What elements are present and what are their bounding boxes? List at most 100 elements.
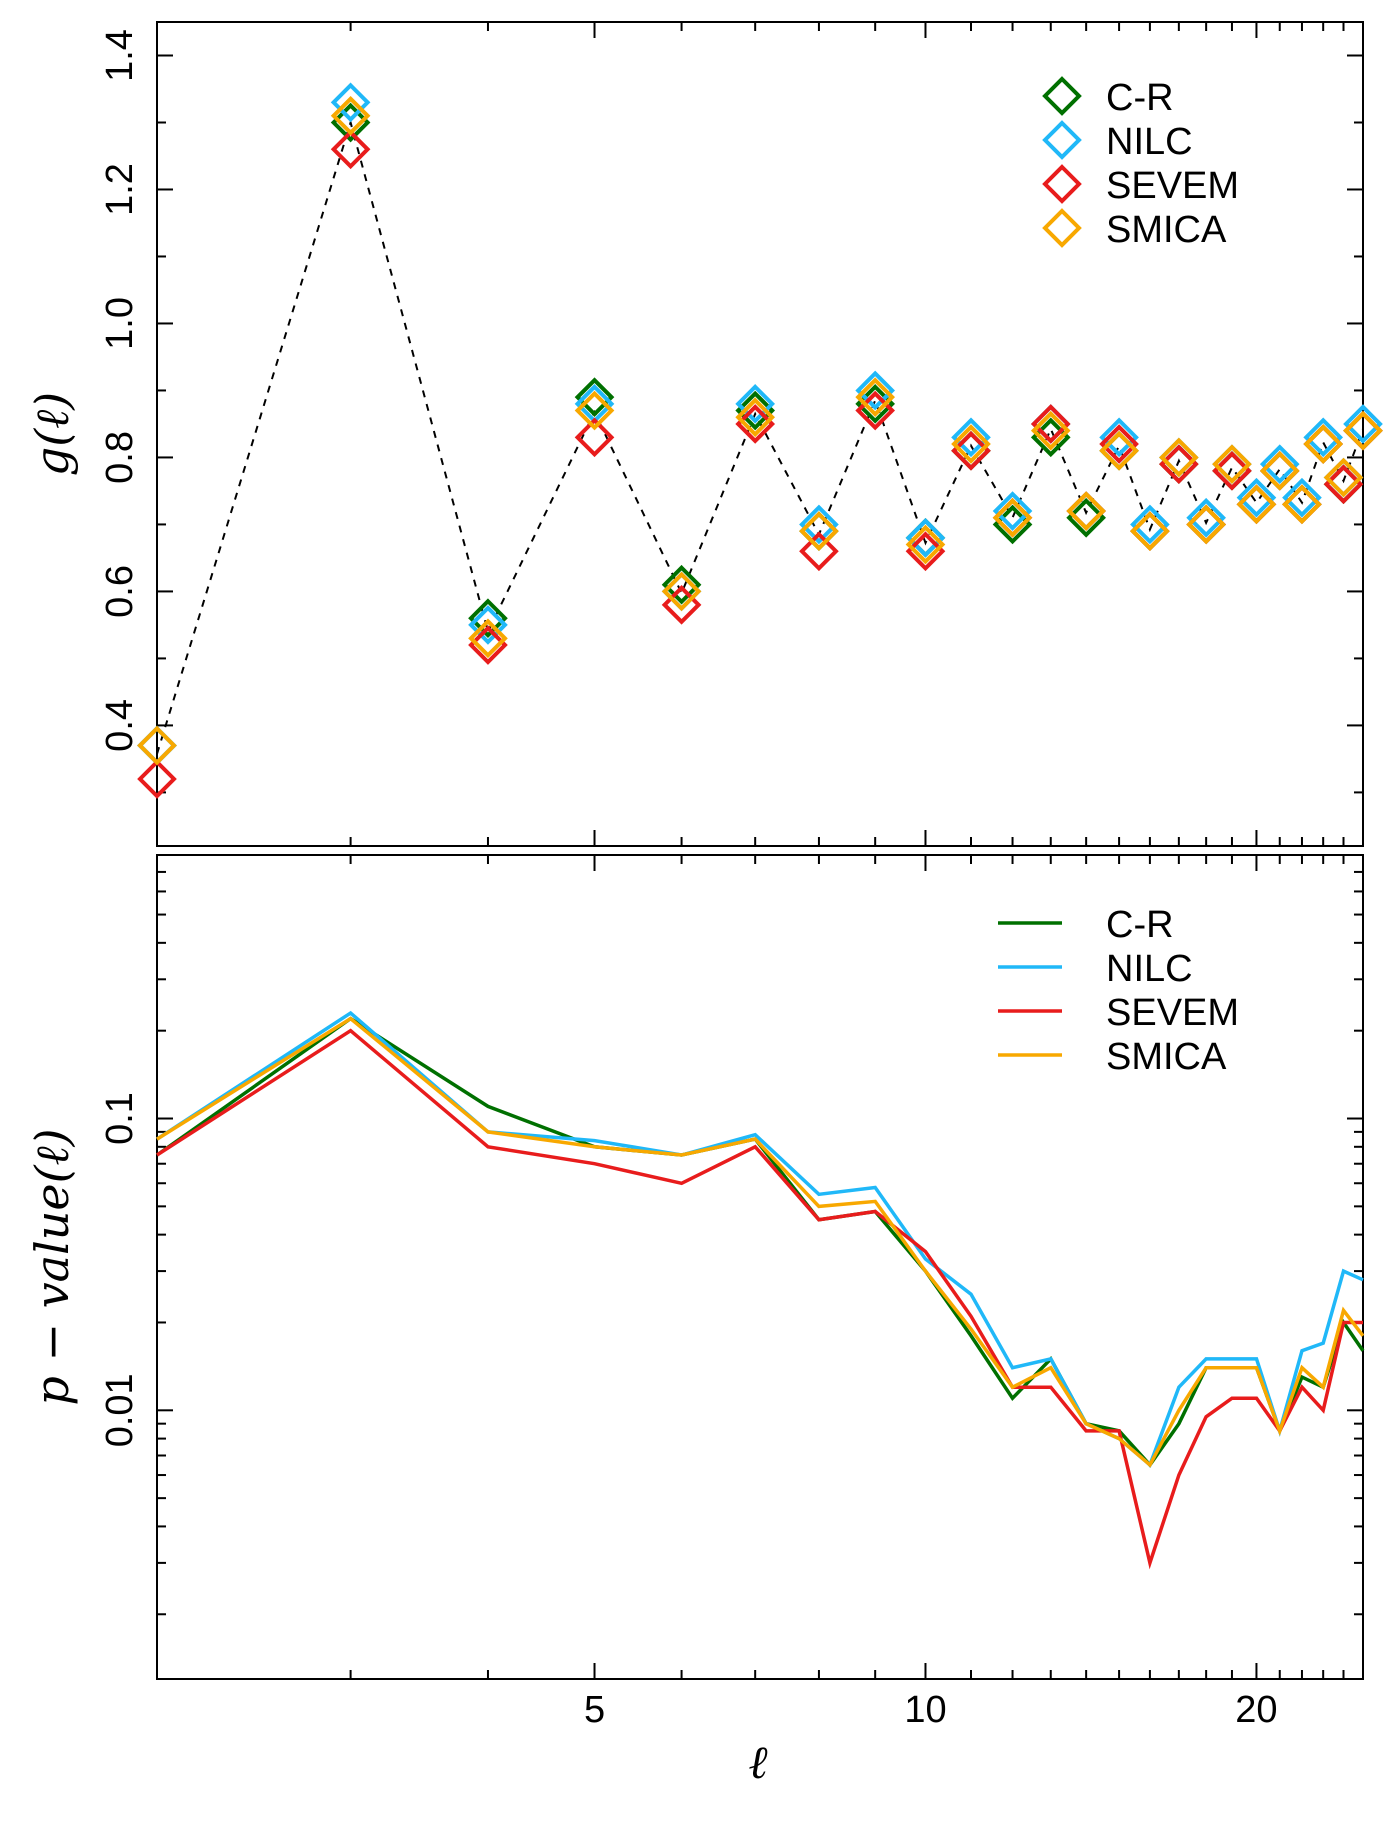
diamond-marker xyxy=(951,424,991,464)
top-y-tick-label: 1.4 xyxy=(99,29,141,82)
top-y-tick-label: 1.0 xyxy=(99,297,141,350)
diamond-marker xyxy=(735,404,776,444)
diamond-marker xyxy=(1099,424,1139,464)
bottom-series-lines xyxy=(155,1010,1365,1570)
diamond-marker xyxy=(330,102,371,143)
diamond-marker xyxy=(735,397,776,438)
diamond-marker xyxy=(330,82,371,123)
series-line-smica xyxy=(156,1016,1365,1468)
diamond-marker xyxy=(735,390,776,431)
diamond-marker xyxy=(1159,437,1199,478)
diamond-marker xyxy=(468,625,508,665)
top-y-tick-label: 0.6 xyxy=(99,565,141,618)
top-y-axis-ticks: 0.4 0.6 0.8 1.0 1.2 1.4 xyxy=(99,29,1363,794)
diamond-marker xyxy=(905,518,946,558)
diamond-marker xyxy=(137,759,177,799)
bottom-x-tick-label: 10 xyxy=(904,1689,946,1731)
legend-marker-c-r xyxy=(1042,76,1082,116)
bottom-y-tick-label: 0.01 xyxy=(99,1373,141,1447)
diamond-marker xyxy=(574,417,615,458)
legend-label-nilc: NILC xyxy=(1106,121,1193,163)
diamond-marker xyxy=(1259,451,1300,491)
diamond-marker xyxy=(661,585,702,625)
diamond-marker xyxy=(468,598,508,639)
diamond-marker xyxy=(951,430,991,471)
diamond-marker xyxy=(799,531,839,572)
top-panel-frame xyxy=(156,21,1364,847)
top-y-tick-label: 0.8 xyxy=(99,431,141,484)
series-line-c-r xyxy=(155,1016,1365,1468)
legend-label-nilc: NILC xyxy=(1106,948,1193,990)
diamond-marker xyxy=(1282,484,1322,525)
diamond-marker xyxy=(1159,444,1199,484)
diamond-marker xyxy=(330,129,371,170)
diamond-marker xyxy=(468,618,508,659)
legend-marker-sevem xyxy=(1042,164,1082,204)
top-diamond-markers xyxy=(137,82,1383,799)
diamond-marker xyxy=(574,377,615,417)
diamond-marker xyxy=(992,497,1033,538)
diamond-marker xyxy=(905,531,946,572)
top-y-tick-label: 0.4 xyxy=(99,699,141,752)
diamond-marker xyxy=(1212,444,1252,484)
diamond-marker xyxy=(1236,484,1277,525)
diamond-marker xyxy=(137,725,177,766)
diamond-marker xyxy=(1303,417,1344,458)
top-x-axis-ticks xyxy=(156,22,1364,846)
diamond-marker xyxy=(992,491,1033,531)
diamond-marker xyxy=(1303,424,1344,464)
diamond-marker xyxy=(1323,464,1364,505)
diamond-marker xyxy=(1099,417,1139,458)
diamond-marker xyxy=(1066,491,1106,531)
legend-label-c-r: C-R xyxy=(1106,904,1174,946)
diamond-marker xyxy=(1066,497,1106,538)
diamond-marker xyxy=(1186,504,1226,545)
diamond-marker xyxy=(855,377,896,417)
bottom-panel-frame xyxy=(156,854,1364,1680)
diamond-marker xyxy=(855,370,896,411)
legend-label-smica: SMICA xyxy=(1106,1036,1227,1078)
diamond-marker xyxy=(661,564,702,605)
diamond-marker xyxy=(1212,451,1252,491)
series-line-nilc xyxy=(156,1010,1364,1468)
diamond-marker xyxy=(799,511,839,551)
legend-marker-smica xyxy=(1042,208,1082,248)
legend-label-c-r: C-R xyxy=(1106,77,1174,119)
legend-label-sevem: SEVEM xyxy=(1106,165,1239,207)
diamond-marker xyxy=(330,95,371,136)
diamond-marker xyxy=(1030,410,1071,451)
bottom-y-axis-ticks: 0.01 0.1 xyxy=(99,854,1363,1616)
top-y-tick-label: 1.2 xyxy=(99,163,141,216)
diamond-marker xyxy=(1282,477,1322,518)
diamond-marker xyxy=(905,524,946,565)
diamond-marker xyxy=(1236,477,1277,518)
series-line-sevem xyxy=(156,1028,1363,1570)
diamond-marker xyxy=(1343,404,1383,444)
diamond-marker xyxy=(1130,511,1170,551)
x-axis-label: ℓ xyxy=(748,1735,768,1789)
diamond-marker xyxy=(1099,430,1139,471)
diamond-marker xyxy=(951,417,991,458)
legend-label-sevem: SEVEM xyxy=(1106,992,1239,1034)
bottom-x-axis-ticks: 5 10 20 xyxy=(156,855,1364,1731)
top-panel-g-ell: 0.4 0.6 0.8 1.0 1.2 1.4 g(ℓ) C-RNILCSEVEMSMIC… xyxy=(25,21,1383,847)
diamond-marker xyxy=(1130,504,1170,545)
bottom-y-tick-label: 0.1 xyxy=(99,1092,141,1145)
bottom-x-tick-label: 5 xyxy=(584,1689,605,1731)
bottom-x-tick-label: 20 xyxy=(1235,1689,1277,1731)
diamond-marker xyxy=(1186,497,1226,538)
diamond-marker xyxy=(1323,457,1364,498)
diamond-marker xyxy=(468,605,508,645)
diamond-marker xyxy=(735,384,776,424)
diamond-marker xyxy=(661,571,702,612)
series-smica-markers xyxy=(137,95,1383,766)
diamond-marker xyxy=(1343,410,1383,451)
bottom-panel-p-value: 0.01 0.1 5 10 20 p − value(ℓ) ℓ C-RNILCSEVE… xyxy=(25,854,1365,1789)
bottom-y-axis-label: p − value(ℓ) xyxy=(25,1128,79,1405)
diamond-marker xyxy=(1259,444,1300,484)
diamond-marker xyxy=(799,504,839,545)
diamond-marker xyxy=(574,390,615,431)
